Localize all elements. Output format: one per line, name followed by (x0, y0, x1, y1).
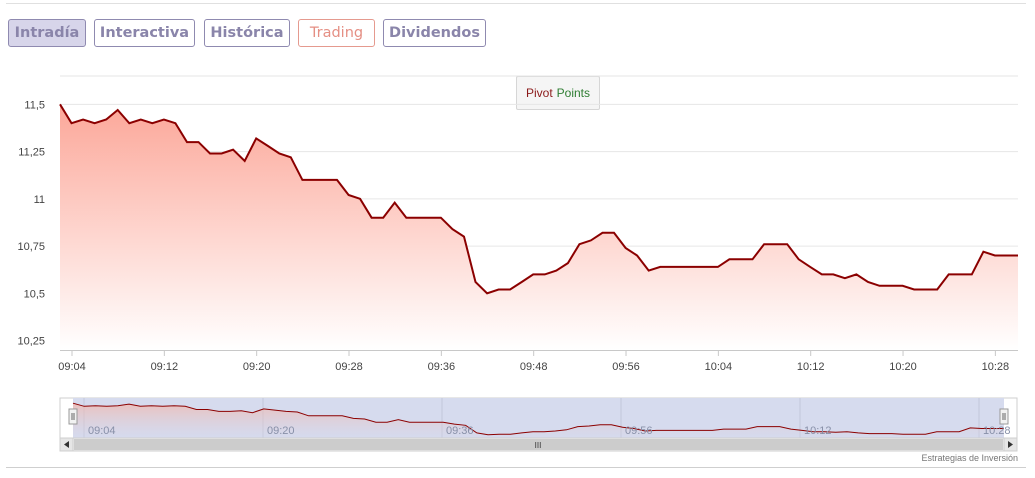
pivot-label: Pivot (525, 86, 553, 100)
points-label: Points (556, 86, 591, 100)
navigator: 09:04 09:20 09:36 09:56 10:12 10:28 III (59, 397, 1018, 452)
arrow-left-icon (64, 441, 69, 448)
x-tick-label: 09:36 (428, 361, 456, 373)
navigator-left-handle[interactable] (68, 408, 78, 425)
bottom-divider (6, 467, 1026, 468)
price-area (60, 104, 1018, 350)
scrollbar-grip: III (535, 441, 542, 450)
tab-interactiva[interactable]: Interactiva (94, 19, 195, 47)
x-tick-label: 10:12 (797, 361, 825, 373)
price-line (59, 103, 1018, 295)
scroll-left-button[interactable] (59, 437, 74, 452)
x-tick-label: 09:20 (243, 361, 271, 373)
y-tick-label: 11,25 (18, 147, 45, 159)
chart-credit: Estrategias de Inversión (921, 453, 1018, 463)
x-tick-label: 10:04 (705, 361, 733, 373)
navigator-tick-label: 09:04 (88, 425, 116, 437)
scroll-right-button[interactable] (1003, 437, 1018, 452)
scrollbar-thumb[interactable] (74, 439, 1003, 450)
y-tick-label: 10,75 (17, 241, 45, 253)
navigator-right-handle[interactable] (999, 408, 1009, 425)
navigator-range[interactable] (73, 398, 1004, 438)
tab-historica[interactable]: Histórica (204, 19, 290, 47)
y-tick-label: 10,5 (24, 288, 45, 300)
x-tick-label: 10:20 (889, 361, 917, 373)
y-tick-label: 11 (34, 194, 45, 206)
navigator-area (73, 403, 1004, 438)
scrollbar[interactable]: III (59, 437, 1018, 452)
tab-trading[interactable]: Trading (298, 19, 375, 47)
tab-dividendos[interactable]: Dividendos (383, 19, 486, 47)
top-divider (6, 3, 1026, 4)
x-tick-label: 10:28 (982, 361, 1010, 373)
navigator-tick-label: 09:20 (267, 425, 295, 437)
pivot-points-button[interactable]: Pivot Points (516, 76, 600, 110)
x-tick-label: 09:12 (151, 361, 179, 373)
arrow-right-icon (1008, 441, 1013, 448)
y-tick-label: 10,25 (17, 336, 45, 348)
navigator-tick-label: 09:56 (625, 425, 653, 437)
navigator-line (72, 402, 1004, 436)
x-tick-label: 09:48 (520, 361, 548, 373)
y-tick-label: 11,5 (24, 99, 45, 111)
x-tick-label: 09:56 (612, 361, 640, 373)
x-tick-label: 09:04 (58, 361, 86, 373)
navigator-tick-label: 09:36 (446, 425, 474, 437)
x-tick-label: 09:28 (335, 361, 363, 373)
navigator-tick-label: 10:28 (983, 425, 1011, 437)
tab-intradia[interactable]: Intradía (8, 19, 86, 47)
navigator-tick-label: 10:12 (804, 425, 832, 437)
